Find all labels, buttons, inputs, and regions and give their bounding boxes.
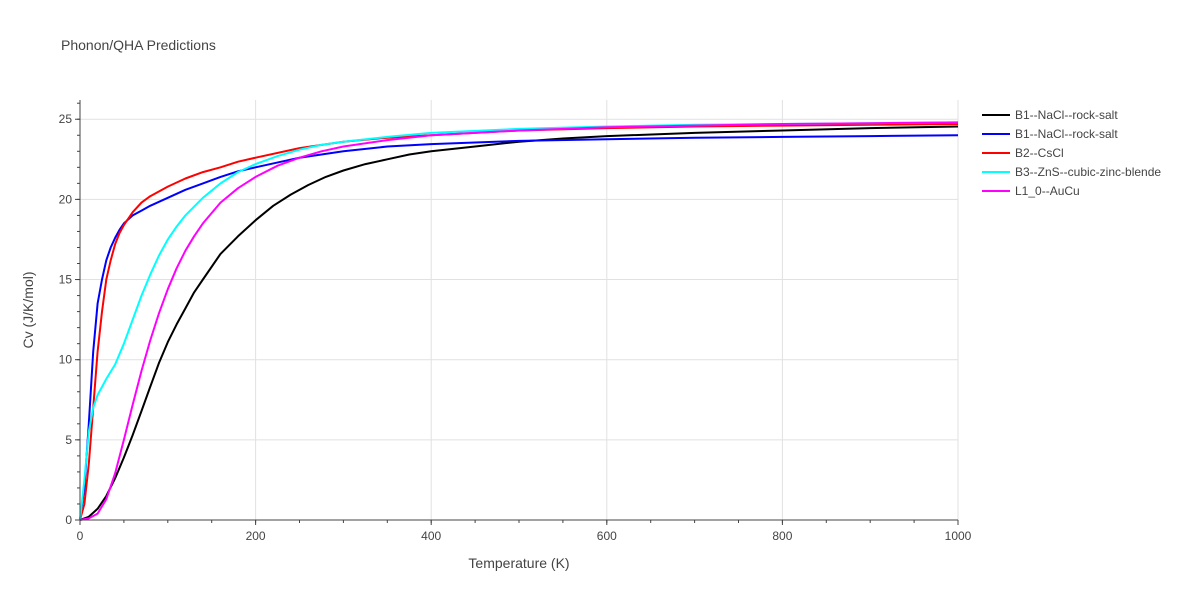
x-tick-label: 200 — [246, 529, 266, 543]
y-tick-label: 5 — [65, 433, 72, 447]
legend-label: B1--NaCl--rock-salt — [1015, 127, 1118, 141]
legend-item[interactable]: B1--NaCl--rock-salt — [982, 127, 1118, 141]
y-tick-label: 15 — [59, 273, 73, 287]
series-line — [79, 121, 959, 521]
legend-label: B1--NaCl--rock-salt — [1015, 108, 1118, 122]
y-axis: 0 5 10 15 20 25 — [59, 100, 81, 527]
x-tick-label: 600 — [597, 529, 617, 543]
x-tick-label: 1000 — [945, 529, 972, 543]
x-tick-label: 400 — [421, 529, 441, 543]
chart-title: Phonon/QHA Predictions — [61, 37, 216, 53]
legend-item[interactable]: L1_0--AuCu — [982, 184, 1080, 198]
series-line — [79, 121, 959, 521]
legend-item[interactable]: B3--ZnS--cubic-zinc-blende — [982, 165, 1161, 179]
series-line — [79, 134, 959, 521]
x-tick-label: 800 — [772, 529, 792, 543]
y-axis-title: Cv (J/K/mol) — [20, 272, 36, 349]
plot-area — [79, 121, 959, 521]
series-line — [79, 123, 959, 521]
grid — [80, 100, 959, 520]
legend-label: B3--ZnS--cubic-zinc-blende — [1015, 165, 1161, 179]
y-tick-label: 10 — [59, 353, 73, 367]
y-tick-label: 0 — [65, 513, 72, 527]
x-axis: 0 200 400 600 800 1000 — [77, 519, 972, 543]
x-axis-title: Temperature (K) — [468, 555, 569, 571]
y-tick-label: 25 — [59, 112, 73, 126]
legend-label: L1_0--AuCu — [1015, 184, 1080, 198]
series-line — [79, 125, 959, 521]
y-tick-label: 20 — [59, 192, 73, 206]
legend-label: B2--CsCl — [1015, 146, 1064, 160]
legend-item[interactable]: B1--NaCl--rock-salt — [982, 108, 1118, 122]
legend-item[interactable]: B2--CsCl — [982, 146, 1064, 160]
x-tick-label: 0 — [77, 529, 84, 543]
legend: B1--NaCl--rock-salt B1--NaCl--rock-salt B2… — [982, 108, 1161, 198]
